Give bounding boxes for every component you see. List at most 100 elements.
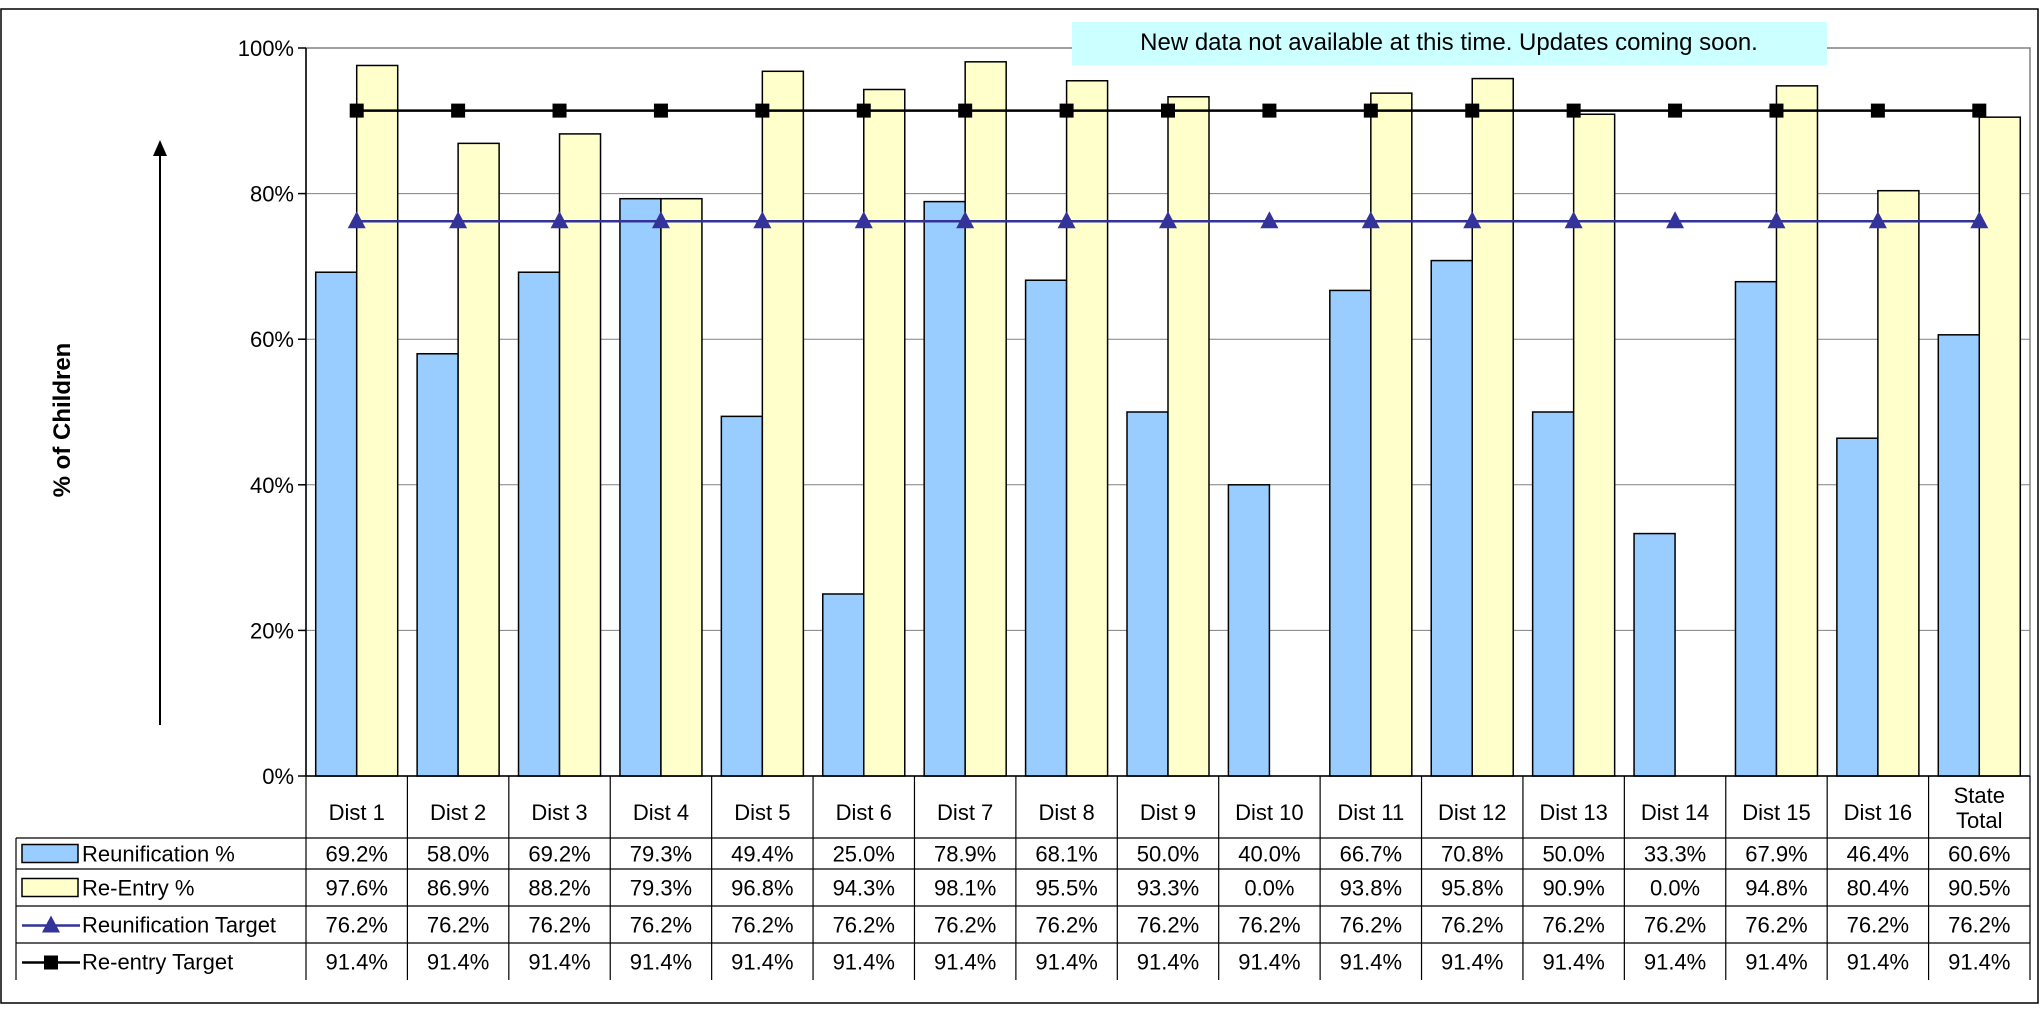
bar-re-entry bbox=[355, 64, 399, 777]
table-cell-value: 76.2% bbox=[1847, 913, 1909, 938]
table-cell-value: 33.3% bbox=[1644, 842, 1706, 867]
table-cell-value: 91.4% bbox=[528, 950, 590, 975]
table-cell-value: 88.2% bbox=[528, 876, 590, 901]
re-entry-target-marker bbox=[1161, 103, 1175, 118]
lines-layer bbox=[347, 103, 1989, 229]
x-category-label: Dist 14 bbox=[1641, 800, 1709, 825]
reunification-target-marker bbox=[956, 211, 975, 229]
bar-reunification bbox=[1024, 279, 1068, 777]
reunification-target-marker bbox=[1463, 211, 1482, 229]
bar-reunification bbox=[1227, 484, 1271, 777]
table-cell-value: 76.2% bbox=[1745, 913, 1807, 938]
table-cell-value: 46.4% bbox=[1847, 842, 1909, 867]
table-cell-value: 86.9% bbox=[427, 876, 489, 901]
y-tick-label: 20% bbox=[250, 618, 294, 643]
re-entry-target-marker bbox=[451, 103, 466, 118]
re-entry-target-marker bbox=[856, 103, 871, 118]
legend-label-reunification: Reunification % bbox=[82, 842, 235, 867]
table-cell-value: 94.3% bbox=[833, 876, 895, 901]
re-entry-target-marker bbox=[1769, 103, 1784, 118]
y-tick-label: 0% bbox=[262, 764, 294, 789]
table-cell-value: 76.2% bbox=[1644, 913, 1706, 938]
re-entry-target-marker bbox=[1870, 103, 1885, 118]
table-cell-value: 70.8% bbox=[1441, 842, 1503, 867]
bar-re-entry bbox=[558, 133, 602, 777]
table-cell-value: 91.4% bbox=[731, 950, 793, 975]
table-cell-value: 78.9% bbox=[934, 842, 996, 867]
legend-label-re-entry: Re-Entry % bbox=[82, 876, 194, 901]
y-axis-label: % of Children bbox=[49, 343, 76, 498]
table-cell-value: 90.9% bbox=[1542, 876, 1604, 901]
x-category-label: Dist 7 bbox=[937, 800, 993, 825]
x-category-label: Dist 5 bbox=[734, 800, 790, 825]
table-cell-value: 76.2% bbox=[427, 913, 489, 938]
re-entry-target-marker bbox=[1566, 103, 1581, 118]
table-cell-value: 91.4% bbox=[326, 950, 388, 975]
bar-re-entry bbox=[1471, 77, 1514, 777]
table-cell-value: 93.8% bbox=[1340, 876, 1402, 901]
table-cell-value: 96.8% bbox=[731, 876, 793, 901]
legend-key-re-entry bbox=[21, 877, 79, 898]
re-entry-target-marker bbox=[552, 103, 567, 118]
table-cell-value: 69.2% bbox=[528, 842, 590, 867]
table-cell-value: 68.1% bbox=[1035, 842, 1097, 867]
bar-reunification bbox=[1734, 280, 1778, 777]
x-category-label: Total bbox=[1956, 808, 2002, 833]
table-cell-value: 60.6% bbox=[1948, 842, 2010, 867]
table-cell-value: 93.3% bbox=[1137, 876, 1199, 901]
table-cell-value: 91.4% bbox=[1340, 950, 1402, 975]
bar-reunification bbox=[314, 271, 358, 777]
bar-re-entry bbox=[1572, 113, 1616, 777]
table-cell-value: 91.4% bbox=[1847, 950, 1909, 975]
legend-marker-re-entry-target bbox=[44, 955, 58, 970]
re-entry-target-marker bbox=[755, 103, 770, 118]
bars-layer bbox=[314, 61, 2022, 777]
table-cell-value: 76.2% bbox=[731, 913, 793, 938]
bar-reunification bbox=[1430, 259, 1473, 777]
table-cell-value: 50.0% bbox=[1137, 842, 1199, 867]
reunification-target-marker bbox=[753, 211, 772, 229]
bar-reunification bbox=[923, 200, 966, 777]
reunification-target-marker bbox=[651, 211, 670, 229]
x-category-label: Dist 15 bbox=[1742, 800, 1810, 825]
y-tick-label: 60% bbox=[250, 327, 294, 352]
x-category-label: Dist 9 bbox=[1140, 800, 1196, 825]
table-cell-value: 95.5% bbox=[1035, 876, 1097, 901]
table-cell-value: 25.0% bbox=[833, 842, 895, 867]
bar-reunification bbox=[619, 197, 662, 777]
table-cell-value: 58.0% bbox=[427, 842, 489, 867]
x-category-label: Dist 4 bbox=[633, 800, 689, 825]
bar-reunification bbox=[822, 593, 865, 777]
table-cell-value: 76.2% bbox=[1238, 913, 1300, 938]
table-cell-value: 91.4% bbox=[833, 950, 895, 975]
table-cell-value: 97.6% bbox=[326, 876, 388, 901]
table-cell-value: 76.2% bbox=[833, 913, 895, 938]
y-tick-label: 40% bbox=[250, 473, 294, 498]
legend-label-re-entry-target: Re-entry Target bbox=[82, 950, 233, 975]
bar-reunification bbox=[1126, 411, 1169, 777]
bar-re-entry bbox=[1775, 85, 1819, 777]
table-cell-value: 76.2% bbox=[934, 913, 996, 938]
table-cell-value: 91.4% bbox=[1035, 950, 1097, 975]
reunification-target-marker bbox=[1361, 211, 1380, 229]
table-cell-value: 79.3% bbox=[630, 842, 692, 867]
legend-marker-reunification-target bbox=[42, 915, 60, 933]
x-category-label: Dist 6 bbox=[836, 800, 892, 825]
table-cell-value: 76.2% bbox=[1035, 913, 1097, 938]
re-entry-target-marker bbox=[958, 103, 973, 118]
table-cell-value: 79.3% bbox=[630, 876, 692, 901]
table-cell-value: 91.4% bbox=[934, 950, 996, 975]
bar-re-entry bbox=[1877, 189, 1920, 777]
reunification-target-marker bbox=[449, 211, 468, 229]
bar-re-entry bbox=[660, 197, 703, 777]
y-tick-label: 80% bbox=[250, 182, 294, 207]
table-cell-value: 76.2% bbox=[528, 913, 590, 938]
banner-text: New data not available at this time. Upd… bbox=[1140, 29, 1758, 56]
table-cell-value: 76.2% bbox=[1441, 913, 1503, 938]
data-table: Dist 1 Dist 2 Dist 3 Dist 4 Dist 5 Dist 6 Dist… bbox=[15, 776, 2031, 980]
re-entry-target-marker bbox=[1668, 103, 1683, 118]
table-cell-value: 76.2% bbox=[1948, 913, 2010, 938]
legend-key-reunification bbox=[21, 843, 79, 864]
table-cell-value: 67.9% bbox=[1745, 842, 1807, 867]
